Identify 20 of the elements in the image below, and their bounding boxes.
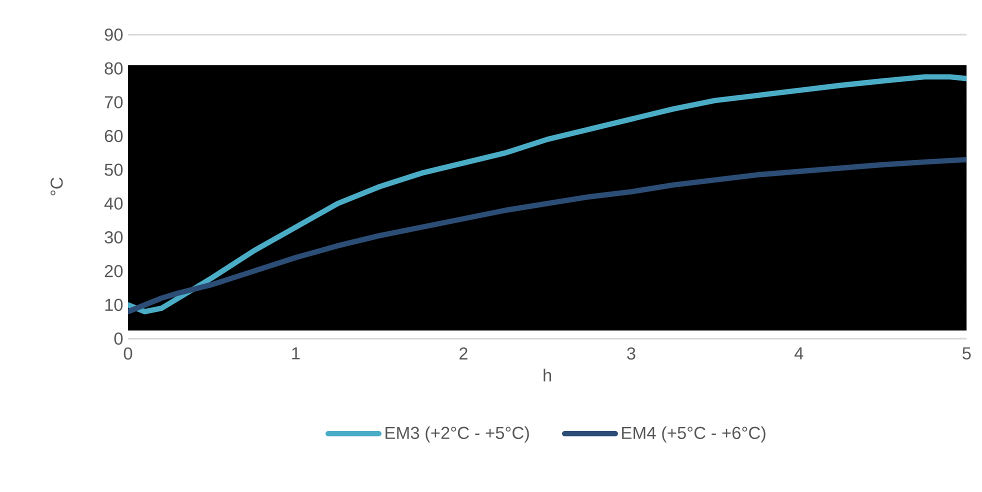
x-axis-title: h — [544, 368, 552, 382]
y-tick-label: 10 — [105, 298, 123, 312]
legend-label: EM3 (+2°C - +5°C) — [386, 426, 529, 442]
x-tick-label: 1 — [292, 347, 300, 360]
y-tick-label: 90 — [104, 28, 123, 41]
x-tick-label: 2 — [460, 347, 468, 360]
y-tick-label: 40 — [104, 197, 123, 210]
y-axis-title: °C — [50, 178, 63, 196]
y-tick-label: 60 — [104, 130, 123, 142]
y-tick-label: 30 — [104, 231, 123, 244]
x-tick-label: 5 — [962, 347, 971, 360]
y-tick-label: 0 — [114, 332, 123, 345]
x-tick-label: 3 — [627, 347, 636, 360]
y-tick-label: 80 — [104, 62, 123, 75]
y-tick-label: 20 — [104, 264, 123, 278]
x-tick-label: 4 — [794, 347, 804, 360]
y-tick-label: 50 — [104, 164, 123, 176]
y-tick-label: 70 — [104, 96, 123, 108]
legend-label: EM4 (+5°C - +6°C) — [622, 426, 766, 442]
x-tick-label: 0 — [124, 347, 132, 360]
